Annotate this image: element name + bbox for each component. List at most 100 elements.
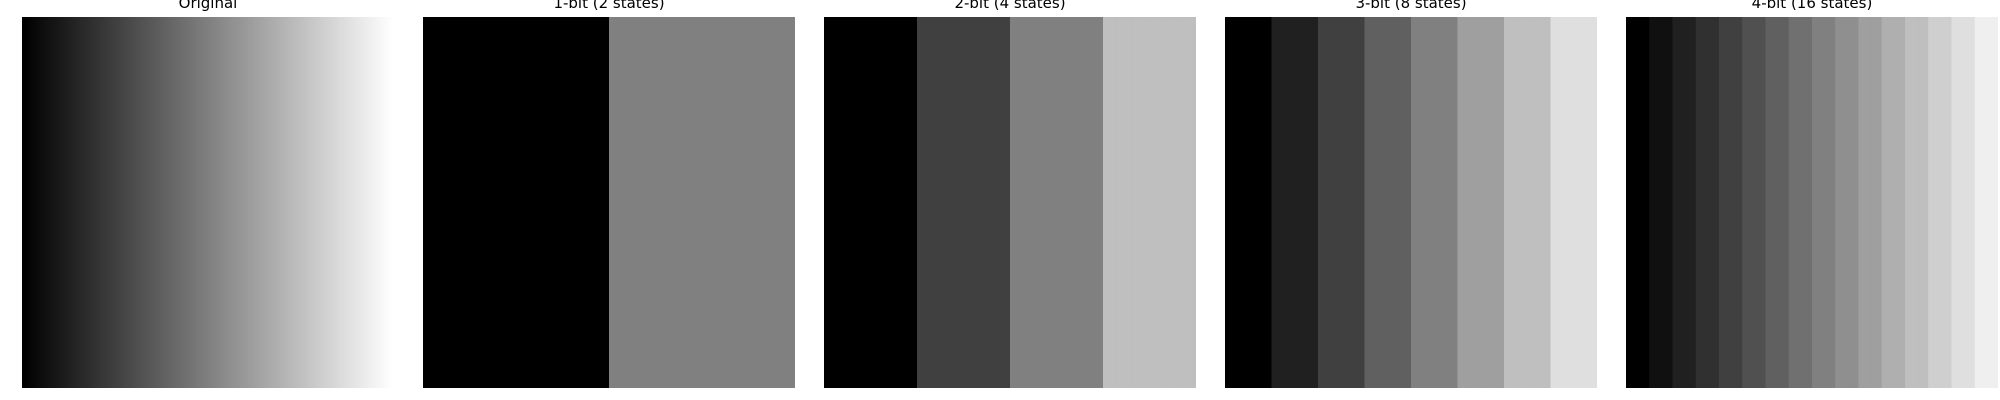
gradient-column xyxy=(362,17,365,388)
gradient-column xyxy=(617,17,621,388)
gradient-column xyxy=(447,17,451,388)
gradient-column xyxy=(606,17,609,388)
gradient-column xyxy=(1069,17,1072,388)
gradient-column xyxy=(1736,17,1739,388)
gradient-column xyxy=(966,17,969,388)
gradient-column xyxy=(970,17,974,388)
gradient-column xyxy=(22,17,25,388)
gradient-column xyxy=(1177,17,1180,388)
gradient-column xyxy=(912,17,915,388)
gradient-column xyxy=(728,17,731,388)
gradient-column xyxy=(1364,17,1367,388)
gradient-column xyxy=(75,17,79,388)
gradient-column xyxy=(954,17,958,388)
gradient-column xyxy=(783,17,786,388)
gradient-column xyxy=(459,17,462,388)
gradient-column xyxy=(832,17,836,388)
gradient-column xyxy=(1971,17,1975,388)
gradient-column xyxy=(1576,17,1580,388)
gradient-column xyxy=(1948,17,1951,388)
gradient-column xyxy=(1637,17,1640,388)
gradient-column xyxy=(1319,17,1322,388)
gradient-column xyxy=(1641,17,1645,388)
gradient-column xyxy=(107,17,111,388)
gradient-column xyxy=(1101,17,1104,388)
gradient-column xyxy=(1685,17,1688,388)
gradient-column xyxy=(1634,17,1638,388)
gradient-column xyxy=(883,17,886,388)
gradient-column xyxy=(341,17,345,388)
gradient-column xyxy=(1114,17,1117,388)
gradient-column xyxy=(486,17,490,388)
gradient-column xyxy=(133,17,137,388)
gradient-column xyxy=(1974,17,1978,388)
gradient-column xyxy=(104,17,108,388)
gradient-column xyxy=(829,17,833,388)
gradient-column xyxy=(610,17,613,388)
gradient-column xyxy=(1653,17,1656,388)
gradient-column xyxy=(1358,17,1362,388)
gradient-column xyxy=(1874,17,1877,388)
gradient-column xyxy=(1756,17,1760,388)
gradient-column xyxy=(1181,17,1184,388)
gradient-column xyxy=(1290,17,1293,388)
gradient-column xyxy=(1647,17,1651,388)
gradient-column xyxy=(1660,17,1664,388)
gradient-column xyxy=(1864,17,1867,388)
gradient-column xyxy=(184,17,188,388)
gradient-column xyxy=(1406,17,1409,388)
gradient-column xyxy=(1288,17,1292,388)
gradient-column xyxy=(1002,17,1006,388)
gradient-column xyxy=(1342,17,1346,388)
gradient-column xyxy=(347,17,350,388)
gradient-column xyxy=(55,17,58,388)
gradient-column xyxy=(1585,17,1588,388)
gradient-column xyxy=(825,17,828,388)
gradient-column xyxy=(1104,17,1107,388)
gradient-column xyxy=(213,17,217,388)
gradient-column xyxy=(1153,17,1157,388)
gradient-column xyxy=(991,17,994,388)
gradient-column xyxy=(379,17,382,388)
gradient-column xyxy=(892,17,895,388)
gradient-column xyxy=(222,17,225,388)
gradient-column xyxy=(1813,17,1816,388)
gradient-column xyxy=(1643,17,1646,388)
gradient-column xyxy=(1652,17,1655,388)
gradient-column xyxy=(1902,17,1905,388)
gradient-column xyxy=(1490,17,1494,388)
gradient-column xyxy=(646,17,650,388)
gradient-column xyxy=(372,17,375,388)
gradient-column xyxy=(1272,17,1276,388)
gradient-column xyxy=(1717,17,1720,388)
gradient-column xyxy=(1168,17,1171,388)
gradient-column xyxy=(1967,17,1970,388)
gradient-column xyxy=(353,17,356,388)
gradient-column xyxy=(1267,17,1270,388)
gradient-column xyxy=(1085,17,1088,388)
gradient-column xyxy=(1668,17,1671,388)
gradient-column xyxy=(258,17,262,388)
gradient-column xyxy=(1105,17,1109,388)
gradient-column xyxy=(591,17,594,388)
gradient-column xyxy=(301,17,304,388)
gradient-column xyxy=(671,17,674,388)
gradient-column xyxy=(1893,17,1896,388)
gradient-column xyxy=(835,17,838,388)
gradient-column xyxy=(1027,17,1030,388)
gradient-column xyxy=(767,17,770,388)
gradient-column xyxy=(1650,17,1654,388)
gradient-column xyxy=(1870,17,1873,388)
gradient-column xyxy=(1551,17,1555,388)
gradient-column xyxy=(1251,17,1254,388)
gradient-column xyxy=(1344,17,1347,388)
gradient-column xyxy=(885,17,888,388)
gradient-column xyxy=(1806,17,1809,388)
gradient-column xyxy=(1374,17,1378,388)
gradient-column xyxy=(1563,17,1566,388)
gradient-column xyxy=(68,17,71,388)
gradient-column xyxy=(1565,17,1568,388)
gradient-column xyxy=(706,17,709,388)
gradient-column xyxy=(58,17,61,388)
gradient-column xyxy=(1015,17,1019,388)
